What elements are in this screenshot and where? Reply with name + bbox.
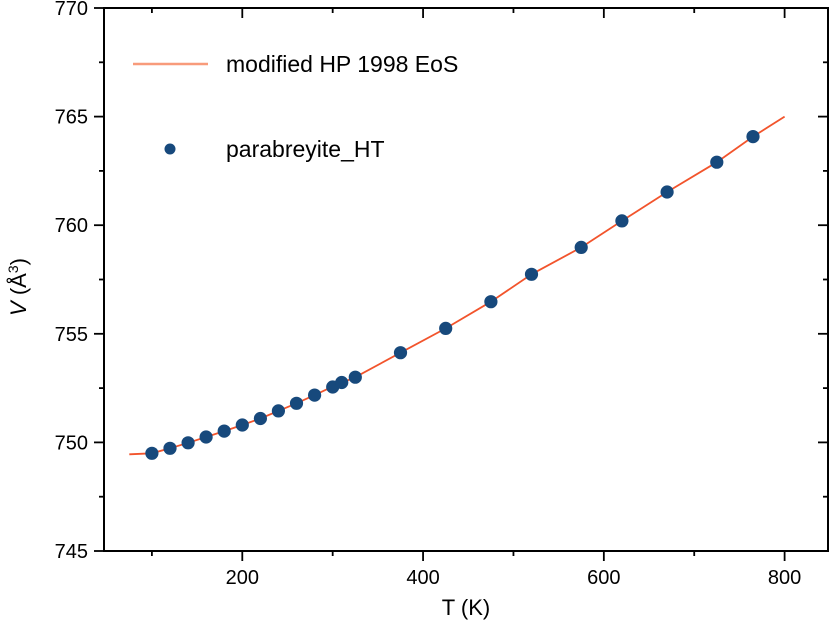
legend: modified HP 1998 EoS parabreyite_HT <box>133 51 458 162</box>
data-point <box>308 388 322 402</box>
data-point <box>235 418 249 432</box>
data-point <box>253 411 267 426</box>
x-tick-label: 400 <box>406 567 439 589</box>
data-point <box>271 404 285 418</box>
data-point <box>574 240 588 254</box>
data-point <box>484 295 498 309</box>
plot-frame <box>103 7 829 552</box>
data-point <box>145 446 159 460</box>
x-tick-label: 800 <box>768 567 801 589</box>
data-point <box>393 346 408 360</box>
y-tick-label: 750 <box>55 432 88 454</box>
y-axis-title: V (Å3) <box>5 258 31 316</box>
y-axis-title-unit-close: ) <box>6 258 31 265</box>
data-point <box>289 396 304 410</box>
legend-marker-dot-icon <box>164 143 176 155</box>
data-point <box>615 214 629 228</box>
data-point <box>660 185 674 199</box>
data-point <box>335 375 349 390</box>
data-point <box>163 441 177 455</box>
data-point <box>439 321 453 335</box>
data-point <box>524 267 539 281</box>
x-axis-title: T (K) <box>442 595 490 620</box>
axis-ticks <box>94 7 828 561</box>
axis-tick-labels: 200 400 600 800 745 750 755 760 765 770 <box>55 0 802 589</box>
data-point <box>746 130 760 144</box>
y-tick-label: 765 <box>55 107 88 129</box>
data-point <box>710 155 724 169</box>
eos-fit-line <box>129 115 786 456</box>
y-axis-title-var: V <box>6 299 31 316</box>
y-axis-title-unit-open: (Å <box>6 273 31 301</box>
y-tick-label: 760 <box>55 215 88 237</box>
data-points-series <box>145 130 760 460</box>
y-tick-label: 755 <box>55 324 88 346</box>
x-tick-label: 200 <box>226 567 259 589</box>
y-tick-label: 770 <box>55 0 88 20</box>
data-point <box>348 370 362 384</box>
x-tick-label: 600 <box>587 567 620 589</box>
legend-label-eos-line: modified HP 1998 EoS <box>226 51 458 77</box>
data-point <box>181 436 195 450</box>
y-axis-title-superscript: 3 <box>5 265 21 273</box>
data-point <box>217 424 231 438</box>
y-tick-label: 745 <box>55 541 88 563</box>
legend-label-scatter: parabreyite_HT <box>226 136 385 162</box>
data-point <box>199 430 213 444</box>
